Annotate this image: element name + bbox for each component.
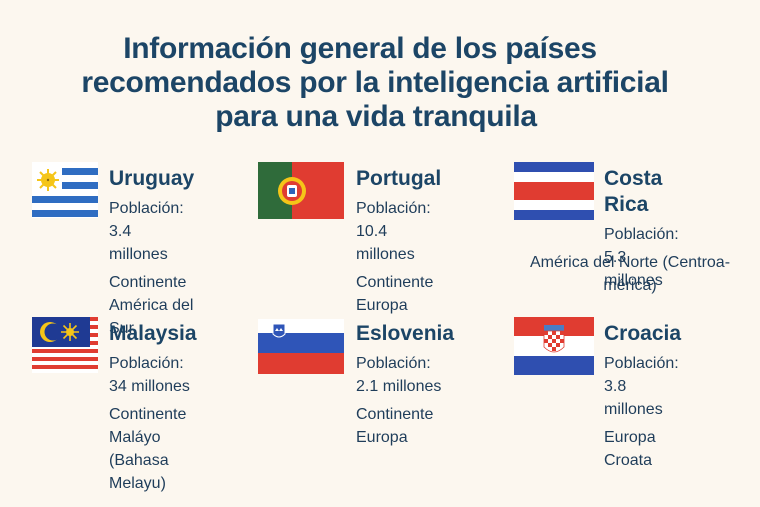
population-label: Población: [109, 200, 184, 217]
population-value: 3.4 millones [109, 223, 168, 263]
continent-label: Continente [109, 274, 187, 291]
continent-value: Europa [604, 429, 656, 446]
continent-label: Continente [356, 406, 434, 423]
country-name: Malaysia [109, 322, 197, 345]
malaysia-flag-icon [32, 317, 98, 373]
population-label: Población: [109, 355, 184, 372]
population-value: 10.4 millones [356, 223, 415, 263]
country-name: Uruguay [109, 167, 195, 190]
population-label: Población: [604, 226, 679, 243]
continent-value: América del Norte (Centroa- [529, 254, 731, 271]
continent-value: Europa [356, 429, 408, 446]
population-label: Población: [356, 200, 431, 217]
portugal-flag-icon [258, 162, 344, 219]
continent-label: Continente [109, 406, 187, 423]
population-label: Población: [356, 355, 431, 372]
country-name: Croacia [604, 322, 682, 345]
population-value: 2.1 millones [356, 378, 442, 395]
continent-value: Europa [356, 297, 408, 314]
title-line-2: recomendados por la inteligencia artific… [81, 66, 669, 99]
page-title: Información general de los países recome… [0, 32, 760, 134]
population-value: 34 millones [109, 378, 190, 395]
country-name: Eslovenia [356, 322, 455, 345]
population-value: 5.3 millones [604, 249, 663, 289]
title-line-1: Información general de los países [123, 32, 597, 65]
slovenia-flag-icon [258, 319, 344, 374]
croatia-flag-icon [514, 317, 594, 375]
uruguay-flag-icon [32, 162, 98, 218]
continent-value-cont: mérica) [603, 277, 657, 294]
language-value: Croata [604, 452, 653, 469]
title-line-3: para una vida tranquila [215, 100, 537, 133]
continent-label: Continente [356, 274, 434, 291]
country-name: Portugal [356, 167, 442, 190]
continent-value: Maláyo (Bahasa Melayu) [109, 429, 169, 492]
costa-rica-flag-icon [514, 162, 594, 220]
continent-value: América del Sur [109, 297, 194, 337]
country-name: Costa Rica [604, 167, 663, 216]
population-value: 3.8 millones [604, 378, 663, 418]
population-label: Población: [604, 355, 679, 372]
